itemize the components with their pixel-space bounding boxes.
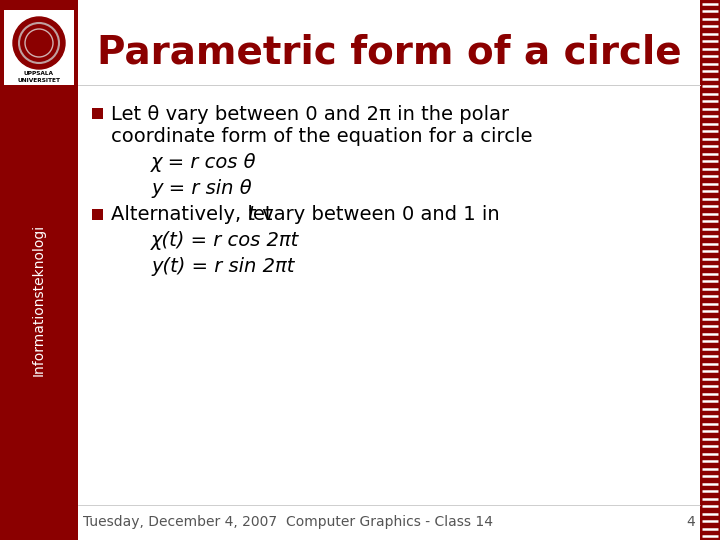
Text: vary between 0 and 1 in: vary between 0 and 1 in (256, 206, 500, 225)
Text: χ = r cos θ: χ = r cos θ (151, 153, 256, 172)
Bar (700, 0, 720, 540)
Text: y = r sin θ: y = r sin θ (151, 179, 251, 198)
Text: Informationsteknologi: Informationsteknologi (32, 224, 46, 376)
Text: Parametric form of a circle: Parametric form of a circle (96, 33, 681, 71)
Bar (4, 10, 74, 85)
Text: Tuesday, December 4, 2007: Tuesday, December 4, 2007 (83, 515, 277, 529)
Bar (0, 0, 78, 540)
Text: 4: 4 (686, 515, 695, 529)
Text: y(t) = r sin 2πt: y(t) = r sin 2πt (151, 258, 294, 276)
Circle shape (11, 15, 67, 71)
Text: Alternatively, let: Alternatively, let (111, 206, 279, 225)
Text: Computer Graphics - Class 14: Computer Graphics - Class 14 (286, 515, 492, 529)
Text: t: t (248, 206, 256, 225)
Circle shape (13, 17, 65, 69)
Text: χ(t) = r cos 2πt: χ(t) = r cos 2πt (151, 232, 300, 251)
Text: Let θ vary between 0 and 2π in the polar: Let θ vary between 0 and 2π in the polar (111, 105, 509, 124)
Text: UPPSALA
UNIVERSITET: UPPSALA UNIVERSITET (17, 71, 60, 83)
Bar (92, 108, 103, 119)
Text: coordinate form of the equation for a circle: coordinate form of the equation for a ci… (111, 127, 533, 146)
Bar (92, 208, 103, 219)
